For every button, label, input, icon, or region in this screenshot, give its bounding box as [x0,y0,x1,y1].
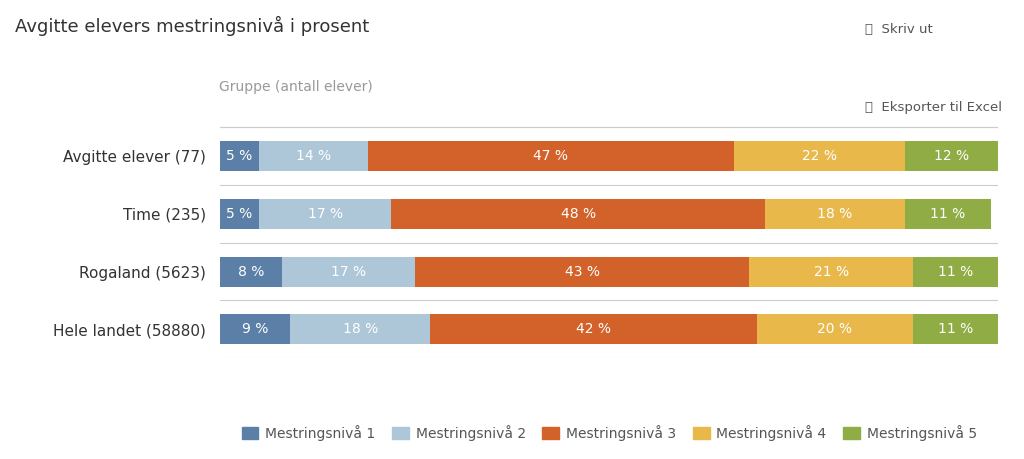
Text: 5 %: 5 % [226,207,253,221]
Bar [391,199,765,229]
Text: 18 %: 18 % [343,322,378,336]
Text: 5 %: 5 % [226,149,253,163]
Text: 17 %: 17 % [307,207,343,221]
Bar [765,199,905,229]
Bar [734,141,905,171]
Text: 20 %: 20 % [817,322,852,336]
Text: 18 %: 18 % [817,207,853,221]
Bar [259,199,391,229]
Text: 42 %: 42 % [577,322,611,336]
Text: 17 %: 17 % [331,264,367,279]
Text: 11 %: 11 % [930,207,966,221]
Bar [905,199,990,229]
Text: 43 %: 43 % [564,264,599,279]
Bar [220,257,283,286]
Text: 9 %: 9 % [242,322,268,336]
Text: 11 %: 11 % [938,322,973,336]
Bar [430,314,757,344]
Text: 47 %: 47 % [534,149,568,163]
Bar [259,141,368,171]
Bar [220,141,259,171]
Bar [290,314,430,344]
Text: 8 %: 8 % [239,264,264,279]
Text: Avgitte elevers mestringsnivå i prosent: Avgitte elevers mestringsnivå i prosent [15,16,370,36]
Text: Gruppe (antall elever): Gruppe (antall elever) [219,80,373,95]
Text: 12 %: 12 % [934,149,970,163]
Bar [912,257,998,286]
Bar [220,199,259,229]
Bar [905,141,998,171]
Text: 22 %: 22 % [802,149,837,163]
Text: 14 %: 14 % [296,149,331,163]
Bar [220,314,290,344]
Bar [757,314,912,344]
Text: 48 %: 48 % [560,207,596,221]
Legend: Mestringsnivå 1, Mestringsnivå 2, Mestringsnivå 3, Mestringsnivå 4, Mestringsniv: Mestringsnivå 1, Mestringsnivå 2, Mestri… [236,420,983,447]
Bar [415,257,750,286]
Bar [750,257,912,286]
Bar [368,141,734,171]
Text: 21 %: 21 % [813,264,849,279]
Text: ⤓  Eksporter til Excel: ⤓ Eksporter til Excel [865,101,1002,114]
Text: 11 %: 11 % [938,264,973,279]
Bar [283,257,415,286]
Bar [912,314,998,344]
Text: ⎙  Skriv ut: ⎙ Skriv ut [865,23,933,36]
